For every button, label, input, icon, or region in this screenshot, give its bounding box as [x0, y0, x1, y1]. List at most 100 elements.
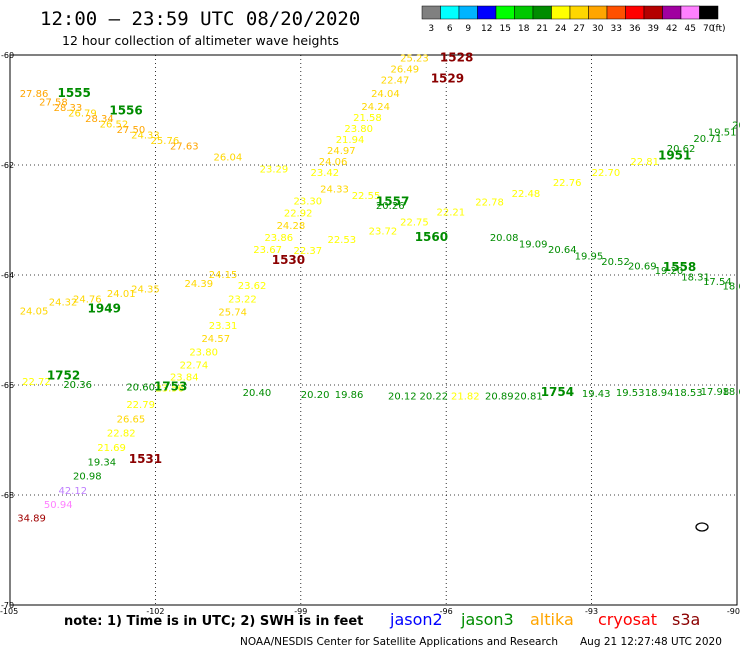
- colorbar-swatch: [440, 5, 460, 20]
- track-time-label: 1560: [415, 230, 448, 244]
- y-tick-label: -62: [1, 161, 14, 170]
- colorbar: 3 6 9 12 15 18 21 24 27 30 33 36 39 42 45 70: [421, 5, 719, 34]
- wave-height-value: 26.79: [68, 109, 97, 120]
- footer-note: note: 1) Time is in UTC; 2) SWH is in fe…: [64, 614, 363, 629]
- wave-height-value: 23.84: [170, 373, 199, 384]
- wave-height-value: 26.04: [214, 153, 243, 164]
- wave-height-value: 23.72: [369, 226, 398, 237]
- wave-height-value: 24.39: [184, 279, 213, 290]
- colorbar-label: 45: [685, 24, 696, 34]
- wave-height-value: 23.22: [228, 295, 257, 306]
- wave-height-value: 21.82: [451, 391, 480, 402]
- wave-height-value: 24.05: [20, 307, 49, 318]
- y-tick-label: -60: [1, 51, 14, 60]
- colorbar-label: 6: [447, 24, 453, 34]
- x-tick-label: -93: [585, 607, 598, 616]
- track-time-label: 1531: [129, 452, 162, 466]
- wave-height-value: 23.31: [209, 321, 238, 332]
- satellite-name: s3a: [672, 610, 700, 629]
- wave-height-value: 20.22: [420, 391, 449, 402]
- track-number-layer: 1528 1529 1555 1556 1557 1560 1951 1558 1530 1949…: [47, 51, 696, 467]
- grid-lines: [10, 55, 737, 605]
- wave-height-value: 18.94: [645, 388, 674, 399]
- colorbar-label: 70: [703, 24, 715, 34]
- wave-height-value: 21.69: [97, 443, 126, 454]
- wave-height-value: 50.94: [44, 500, 73, 511]
- x-tick-label: -102: [146, 607, 164, 616]
- wave-height-value: 17.98: [701, 387, 730, 398]
- wave-height-value: 20.26: [376, 201, 405, 212]
- track-time-label: 1557: [376, 195, 409, 209]
- wave-height-value: 23.62: [238, 281, 267, 292]
- wave-height-value: 18.31: [681, 273, 710, 284]
- colorbar-label: 39: [648, 24, 660, 34]
- track-time-label: 1528: [440, 51, 473, 65]
- wave-height-value: 22.70: [592, 168, 621, 179]
- track-time-label: 1530: [272, 253, 305, 267]
- wave-height-value: 19.51: [708, 127, 737, 138]
- wave-height-value: 19.53: [616, 388, 645, 399]
- wave-height-value: 20.12: [388, 391, 417, 402]
- wave-height-value: 23.80: [189, 347, 218, 358]
- footer-credit: NOAA/NESDIS Center for Satellite Applica…: [240, 636, 558, 648]
- wave-height-value: 26.49: [390, 65, 419, 76]
- wave-height-value: 22.37: [294, 246, 323, 257]
- satellite-name: altika: [530, 610, 574, 629]
- wave-height-value: 24.57: [201, 334, 230, 345]
- wave-height-value: 23.42: [310, 168, 339, 179]
- track-time-label: 1754: [541, 385, 574, 399]
- colorbar-label: 21: [537, 24, 548, 34]
- wave-height-value: 20.64: [548, 245, 577, 256]
- wave-height-value: 20.08: [490, 233, 519, 244]
- y-tick-label: -66: [1, 381, 14, 390]
- y-tick-label: -70: [1, 601, 14, 610]
- colorbar-swatch: [643, 5, 663, 20]
- colorbar-swatch: [625, 5, 645, 20]
- wave-height-value: 23.30: [294, 197, 323, 208]
- wave-height-value: 24.15: [209, 270, 238, 281]
- wave-height-value: 22.74: [180, 361, 209, 372]
- wave-height-value: 27.63: [170, 142, 199, 153]
- wave-height-value: 21.94: [336, 135, 365, 146]
- wave-height-value: 24.32: [49, 297, 78, 308]
- wave-height-value: 23.67: [253, 245, 282, 256]
- wave-height-value: 22.55: [352, 191, 381, 202]
- wave-height-value: 20.52: [601, 257, 630, 268]
- track-time-label: 1949: [88, 301, 121, 315]
- wave-height-value: 20.9: [732, 121, 740, 132]
- wave-height-value: 20.36: [63, 380, 92, 391]
- y-tick-label: -68: [1, 491, 14, 500]
- colorbar-swatch: [514, 5, 534, 20]
- colorbar-swatch: [569, 5, 589, 20]
- island-outline: [695, 522, 709, 532]
- wave-height-value: 19.09: [519, 240, 548, 251]
- observation-layer: 25.2326.4922.4724.0424.2421.5823.8021.94…: [17, 54, 740, 525]
- colorbar-swatch: [421, 5, 441, 20]
- colorbar-swatch: [680, 5, 700, 20]
- wave-height-value: 18.53: [674, 388, 703, 399]
- wave-height-value: 20.20: [301, 390, 330, 401]
- wave-height-value: 19.95: [575, 252, 604, 263]
- wave-height-value: 26.52: [100, 120, 129, 131]
- wave-height-value: 23.29: [260, 165, 289, 176]
- wave-height-value: 24.24: [361, 102, 390, 113]
- x-tick-label: -105: [0, 607, 18, 616]
- track-time-label: 1752: [47, 369, 80, 383]
- wave-height-value: 20.71: [693, 134, 722, 145]
- colorbar-label: 42: [666, 24, 677, 34]
- wave-height-value: 22.53: [327, 235, 356, 246]
- wave-height-value: 25.23: [400, 54, 429, 65]
- wave-height-value: 22.81: [630, 157, 659, 168]
- wave-height-value: 22.75: [400, 218, 429, 229]
- colorbar-label: 9: [465, 24, 471, 34]
- wave-height-value: 34.89: [17, 513, 46, 524]
- wave-height-value: 22.92: [284, 209, 313, 220]
- wave-height-value: 25.76: [151, 136, 180, 147]
- colorbar-label: 36: [629, 24, 641, 34]
- wave-height-value: 27.58: [39, 98, 68, 109]
- colorbar-label: 3: [428, 24, 434, 34]
- wave-height-value: 22.47: [381, 76, 410, 87]
- wave-height-value: 20.81: [514, 391, 543, 402]
- colorbar-unit: (ft): [712, 24, 726, 34]
